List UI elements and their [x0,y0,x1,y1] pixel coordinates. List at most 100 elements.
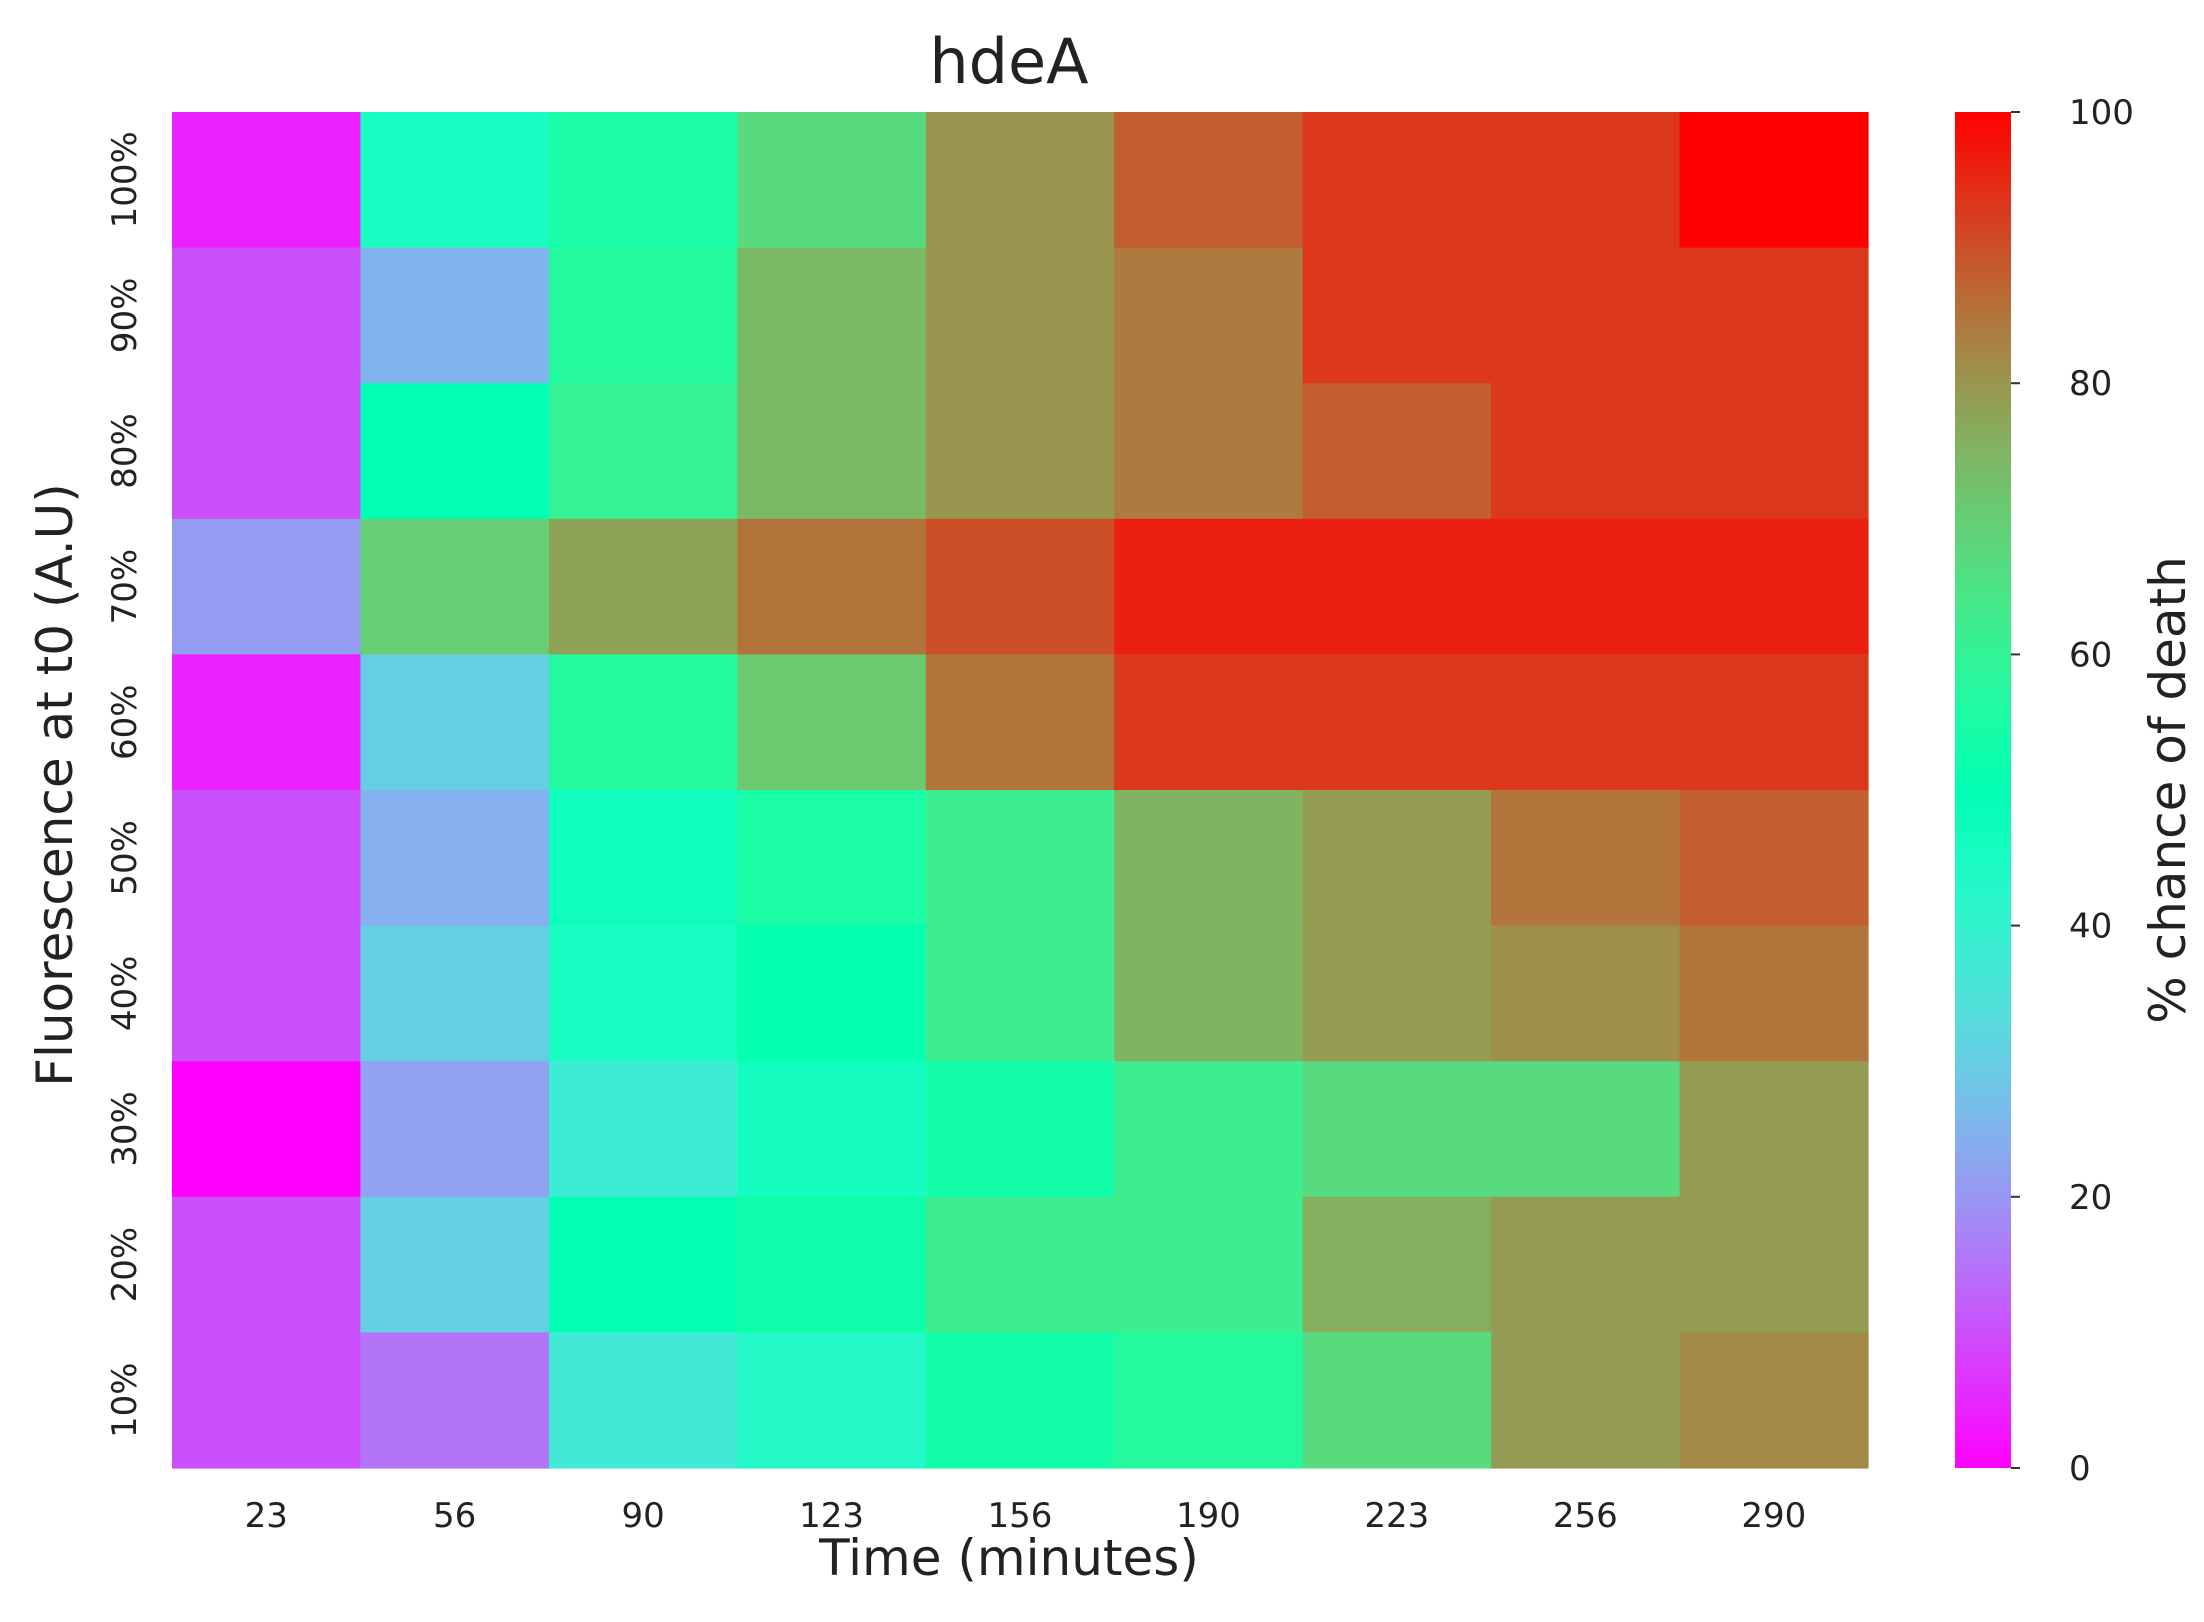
x-tick-label: 23 [245,1496,288,1536]
heatmap-cell [360,1061,550,1198]
x-tick-label: 56 [433,1496,476,1536]
heatmap-cell [925,790,1115,927]
heatmap-cell [1491,383,1681,520]
heatmap-cell [1114,1332,1304,1469]
heatmap-cell [1491,1061,1681,1198]
colorbar-ticks: 0 20 40 60 80 100 [2011,93,2134,1489]
heatmap-cell [360,1196,550,1333]
heatmap-cell [737,1061,927,1198]
heatmap-cell [925,654,1115,791]
heatmap-cell [737,518,927,655]
heatmap-cell [925,518,1115,655]
x-axis-label: Time (minutes) [818,1529,1199,1587]
heatmap-cell [172,1061,362,1198]
heatmap-cell [1491,1196,1681,1333]
heatmap-cell [1679,790,1869,927]
heatmap-cell [1679,925,1869,1062]
heatmap-cell [360,383,550,520]
heatmap-cell [1679,247,1869,384]
heatmap-cell [1114,654,1304,791]
heatmap-cell [737,383,927,520]
chart-title: hdeA [929,25,1088,98]
heatmap-cell [737,1196,927,1333]
heatmap-cell [548,790,738,927]
heatmap-cell [1302,790,1492,927]
heatmap-cell [548,247,738,384]
y-tick-labels: 100% 90% 80% 70% 60% 50% 40% 30% 20% 10% [105,131,145,1438]
heatmap-cell [548,925,738,1062]
heatmap-cell [1114,112,1304,249]
heatmap-cell [1491,925,1681,1062]
heatmap-cell [737,925,927,1062]
y-tick-label: 60% [105,684,145,760]
y-tick-label: 40% [105,956,145,1032]
x-tick-label: 123 [799,1496,864,1536]
y-tick-label: 80% [105,413,145,489]
heatmap-cell [172,247,362,384]
x-tick-labels: 23 56 90 123 156 190 223 256 290 [245,1496,1807,1536]
heatmap-cell [172,1332,362,1469]
colorbar-label: % chance of death [2139,556,2197,1024]
x-tick-label: 90 [621,1496,664,1536]
heatmap-cell [172,518,362,655]
y-tick-label: 10% [105,1362,145,1438]
y-tick-label: 30% [105,1091,145,1167]
colorbar-tick-label: 80 [2069,364,2112,404]
heatmap-cell [1302,518,1492,655]
heatmap-cell [360,247,550,384]
x-tick-label: 223 [1364,1496,1429,1536]
heatmap-cell [1679,112,1869,249]
colorbar-tick-label: 60 [2069,635,2112,675]
heatmap-cell [737,790,927,927]
x-tick-label: 290 [1741,1496,1806,1536]
heatmap-cell [1679,1196,1869,1333]
heatmap-cell [360,1332,550,1469]
heatmap-cell [925,247,1115,384]
colorbar-tick-label: 20 [2069,1178,2112,1218]
heatmap-cell [1679,518,1869,655]
heatmap-cell [737,112,927,249]
heatmap-cell [360,790,550,927]
heatmap-cell [1302,654,1492,791]
colorbar [1955,112,2011,1468]
colorbar-tick-label: 0 [2069,1449,2091,1489]
heatmap-cell [737,654,927,791]
heatmap-cell [548,1332,738,1469]
heatmap-cell [925,383,1115,520]
heatmap-cell [172,1196,362,1333]
heatmap-cell [172,925,362,1062]
x-tick-label: 156 [988,1496,1053,1536]
y-tick-label: 70% [105,549,145,625]
heatmap-cell [737,247,927,384]
y-tick-label: 90% [105,278,145,354]
heatmap-cell [925,1196,1115,1333]
colorbar-tick-label: 40 [2069,907,2112,947]
heatmap-cell [1491,518,1681,655]
heatmap-cell [1302,383,1492,520]
colorbar-tick-label: 100 [2069,93,2134,133]
heatmap-cell [360,112,550,249]
heatmap-cell [1302,247,1492,384]
heatmap-cell [172,790,362,927]
heatmap-cell [1679,1061,1869,1198]
y-axis-label: Fluorescence at t0 (A.U) [26,483,84,1087]
heatmap-cell [1302,1196,1492,1333]
heatmap-cell [1114,383,1304,520]
heatmap-cell [548,1196,738,1333]
heatmap-cell [1114,1061,1304,1198]
heatmap-cell [1679,654,1869,791]
heatmap-cell [548,654,738,791]
heatmap-cell [1302,925,1492,1062]
heatmap-cell [548,518,738,655]
heatmap-cell [1302,112,1492,249]
heatmap-cell [1679,1332,1869,1469]
heatmap-cell [925,925,1115,1062]
heatmap-cell [1491,654,1681,791]
heatmap-cell [1114,1196,1304,1333]
heatmap-cell [548,1061,738,1198]
heatmap-cell [1302,1061,1492,1198]
heatmap-cells [172,112,1869,1469]
heatmap-cell [1114,925,1304,1062]
